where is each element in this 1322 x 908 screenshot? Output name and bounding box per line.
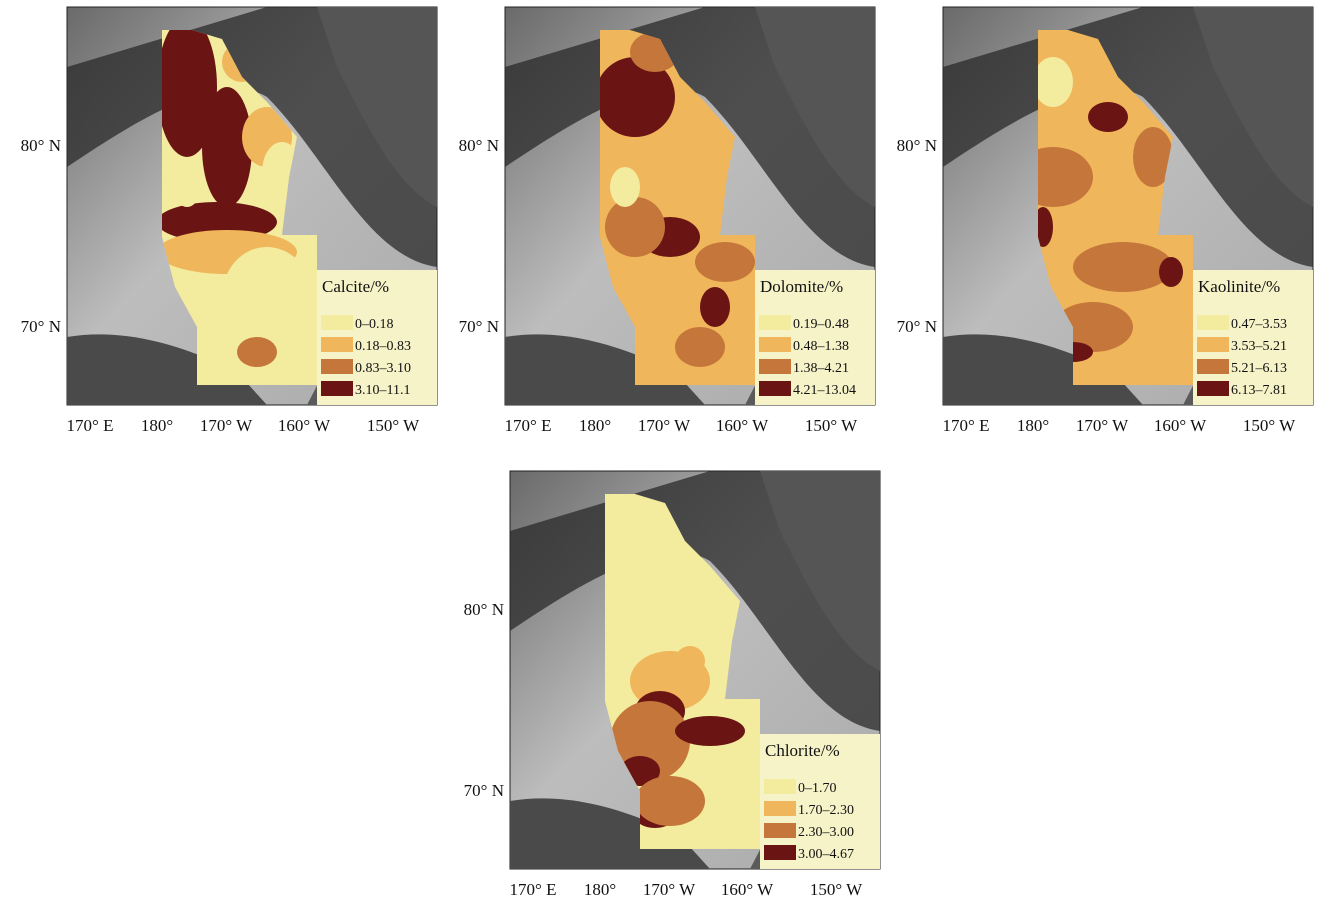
map-panel: Chlorite/% 0–1.70 1.70–2.30 2.30–3.00 3.00–4… [464, 471, 880, 899]
lon-label: 170° E [67, 416, 114, 435]
legend-label: 4.21–13.04 [793, 383, 856, 398]
lon-label: 180° [579, 416, 611, 435]
legend-label: 0–1.70 [798, 781, 837, 796]
area-patch [675, 327, 725, 367]
area-patch [237, 337, 277, 367]
legend-swatch [759, 381, 791, 396]
legend-swatch [764, 801, 796, 816]
legend-swatch [1197, 359, 1229, 374]
lat-label: 70° N [897, 317, 937, 336]
lon-label: 160° W [721, 880, 774, 899]
lon-label: 170° E [943, 416, 990, 435]
lon-label: 170° W [643, 880, 696, 899]
lon-label: 150° W [367, 416, 420, 435]
legend-label: 0.48–1.38 [793, 339, 849, 354]
map-panel: Kaolinite/% 0.47–3.53 3.53–5.21 5.21–6.13 6.… [897, 7, 1313, 435]
legend-swatch [764, 823, 796, 838]
area-patch [1088, 102, 1128, 132]
area-patch [700, 287, 730, 327]
legend-label: 0–0.18 [355, 317, 394, 332]
legend-label: 3.00–4.67 [798, 847, 854, 862]
legend-title: Kaolinite/% [1198, 277, 1280, 296]
legend-swatch [764, 845, 796, 860]
lon-label: 170° W [200, 416, 253, 435]
lon-label: 150° W [810, 880, 863, 899]
lat-label: 70° N [459, 317, 499, 336]
lon-label: 180° [1017, 416, 1049, 435]
legend-label: 3.53–5.21 [1231, 339, 1287, 354]
area-patch [610, 167, 640, 207]
figure: Calcite/% 0–0.18 0.18–0.83 0.83–3.10 3.10–11… [0, 0, 1322, 903]
legend-swatch [321, 337, 353, 352]
area-patch [675, 646, 705, 676]
lon-label: 180° [584, 880, 616, 899]
lon-label: 160° W [1154, 416, 1207, 435]
legend-swatch [1197, 337, 1229, 352]
lon-label: 170° E [510, 880, 557, 899]
lon-label: 150° W [1243, 416, 1296, 435]
lat-label: 80° N [897, 136, 937, 155]
legend-title: Chlorite/% [765, 741, 840, 760]
legend-label: 6.13–7.81 [1231, 383, 1287, 398]
legend-swatch [759, 359, 791, 374]
lat-label: 80° N [21, 136, 61, 155]
area-patch [675, 716, 745, 746]
legend-swatch [764, 779, 796, 794]
legend-label: 2.30–3.00 [798, 825, 854, 840]
legend-label: 0.18–0.83 [355, 339, 411, 354]
legend-swatch [759, 337, 791, 352]
lon-label: 160° W [278, 416, 331, 435]
legend-label: 3.10–11.1 [355, 383, 410, 398]
legend-label: 5.21–6.13 [1231, 361, 1287, 376]
legend-label: 0.19–0.48 [793, 317, 849, 332]
map-panel: Dolomite/% 0.19–0.48 0.48–1.38 1.38–4.21 4.2… [459, 7, 875, 435]
legend-swatch [1197, 381, 1229, 396]
legend-swatch [321, 381, 353, 396]
lon-label: 170° W [1076, 416, 1129, 435]
legend-label: 1.70–2.30 [798, 803, 854, 818]
area-patch [655, 117, 715, 197]
area-patch [635, 776, 705, 826]
lon-label: 170° W [638, 416, 691, 435]
area-patch [1159, 257, 1183, 287]
legend-swatch [321, 359, 353, 374]
lat-label: 70° N [21, 317, 61, 336]
area-patch [695, 242, 755, 282]
area-patch [1073, 242, 1173, 292]
lat-label: 80° N [464, 600, 504, 619]
lon-label: 170° E [505, 416, 552, 435]
map-panel: Calcite/% 0–0.18 0.18–0.83 0.83–3.10 3.10–11… [21, 7, 437, 435]
lat-label: 70° N [464, 781, 504, 800]
area-patch [175, 177, 199, 207]
area-patch [1033, 57, 1073, 107]
legend-label: 0.47–3.53 [1231, 317, 1287, 332]
legend-label: 1.38–4.21 [793, 361, 849, 376]
legend-swatch [321, 315, 353, 330]
legend-label: 0.83–3.10 [355, 361, 411, 376]
legend-title: Calcite/% [322, 277, 389, 296]
legend-title: Dolomite/% [760, 277, 843, 296]
lon-label: 160° W [716, 416, 769, 435]
lat-label: 80° N [459, 136, 499, 155]
area-patch [605, 197, 665, 257]
legend-swatch [759, 315, 791, 330]
lon-label: 180° [141, 416, 173, 435]
area-patch [222, 247, 312, 347]
legend-swatch [1197, 315, 1229, 330]
lon-label: 150° W [805, 416, 858, 435]
